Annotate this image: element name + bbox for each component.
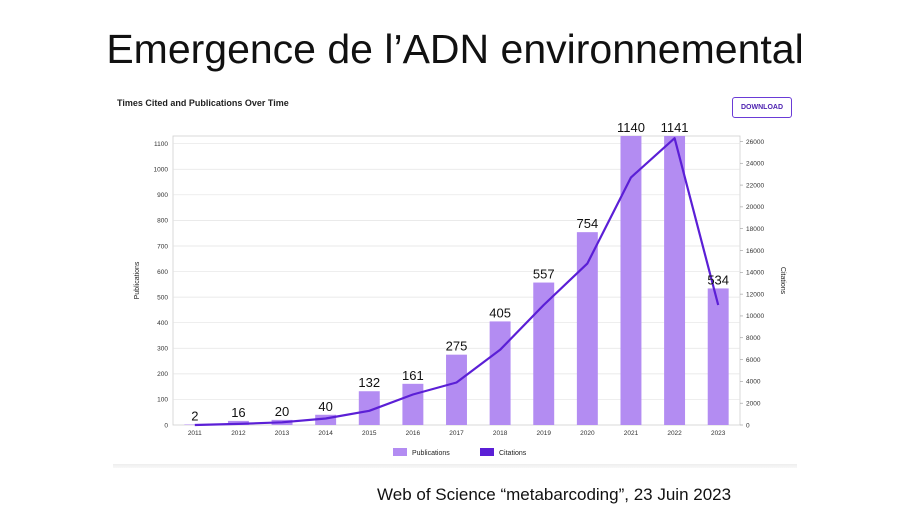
chart-panel-title: Times Cited and Publications Over Time (117, 98, 289, 108)
bar-value-label: 1140 (617, 120, 645, 135)
bar-value-label: 161 (402, 368, 424, 383)
legend-label-citations: Citations (499, 450, 527, 457)
publication-bar (315, 414, 337, 425)
bar-value-label: 16 (231, 405, 245, 420)
bar-value-label: 405 (489, 305, 511, 320)
y-tick-label: 300 (157, 346, 168, 353)
bar-value-label: 40 (318, 399, 332, 414)
x-tick-label: 2023 (711, 430, 726, 437)
citations-line (194, 137, 720, 427)
y2-tick-label: 2000 (746, 400, 761, 407)
legend-swatch-publications (393, 448, 407, 456)
bar-value-label: 557 (533, 267, 555, 282)
y2-tick-label: 8000 (746, 335, 761, 342)
y2-tick-label: 16000 (746, 248, 764, 255)
bar-value-label: 534 (707, 272, 729, 287)
x-tick-label: 2011 (188, 430, 202, 437)
y2-tick-label: 12000 (746, 291, 764, 298)
download-button[interactable]: DOWNLOAD (732, 97, 792, 118)
y2-tick-label: 14000 (746, 270, 764, 277)
x-tick-label: 2017 (449, 430, 464, 437)
bar-value-label: 2 (191, 408, 198, 423)
y-tick-label: 0 (164, 422, 168, 429)
y2-tick-label: 4000 (746, 379, 761, 386)
x-tick-label: 2022 (667, 430, 682, 437)
y2-tick-label: 6000 (746, 357, 761, 364)
y-tick-label: 200 (157, 371, 168, 378)
legend-label-publications: Publications (412, 450, 450, 457)
bar-value-label: 275 (446, 339, 468, 354)
publication-bar (620, 136, 642, 425)
y-tick-label: 600 (157, 269, 168, 276)
x-tick-label: 2018 (493, 430, 508, 437)
y-tick-label: 800 (157, 218, 168, 225)
y-tick-label: 500 (157, 294, 168, 301)
chart-panel: Times Cited and Publications Over Time D… (113, 92, 797, 468)
publication-bar (576, 232, 598, 425)
y2-tick-label: 18000 (746, 226, 764, 233)
bar-value-label: 754 (576, 216, 598, 231)
bar-value-label: 1141 (661, 120, 689, 135)
y2-tick-label: 0 (746, 422, 750, 429)
y-axis-title: Publications (134, 261, 141, 299)
y-tick-label: 1100 (154, 141, 168, 148)
y-tick-label: 700 (157, 243, 168, 250)
x-tick-label: 2020 (580, 430, 595, 437)
publication-bar (446, 354, 467, 425)
x-tick-label: 2013 (275, 430, 290, 437)
legend-swatch-citations (480, 448, 494, 456)
y2-tick-label: 10000 (746, 313, 764, 320)
y-tick-label: 100 (157, 397, 168, 404)
slide-title: Emergence de l’ADN environnemental (106, 26, 804, 72)
publication-bar (664, 136, 686, 425)
publication-bar (489, 321, 511, 425)
publication-bar (533, 282, 555, 425)
x-tick-label: 2014 (318, 430, 333, 437)
x-tick-label: 2015 (362, 430, 377, 437)
y2-tick-label: 22000 (746, 182, 764, 189)
publication-bar (402, 383, 424, 425)
y-tick-label: 1000 (154, 167, 169, 174)
y2-axis-title: Citations (779, 267, 786, 295)
y2-tick-label: 24000 (746, 161, 764, 168)
publication-bar (358, 391, 380, 425)
bar-value-label: 132 (358, 375, 380, 390)
y2-tick-label: 20000 (746, 204, 764, 211)
y-tick-label: 900 (157, 192, 168, 199)
chart-svg: 0 100 200 300 400 500 600 700 800 900 1000 1100 0 200… (134, 120, 786, 457)
bar-value-label: 20 (275, 404, 289, 419)
publication-bar (707, 288, 729, 425)
x-tick-label: 2019 (536, 430, 551, 437)
x-tick-label: 2012 (231, 430, 246, 437)
source-caption: Web of Science “metabarcoding”, 23 Juin … (377, 485, 732, 504)
y2-tick-label: 26000 (746, 139, 764, 146)
y-tick-label: 400 (157, 320, 168, 327)
x-tick-label: 2016 (406, 430, 421, 437)
x-tick-label: 2021 (624, 430, 639, 437)
